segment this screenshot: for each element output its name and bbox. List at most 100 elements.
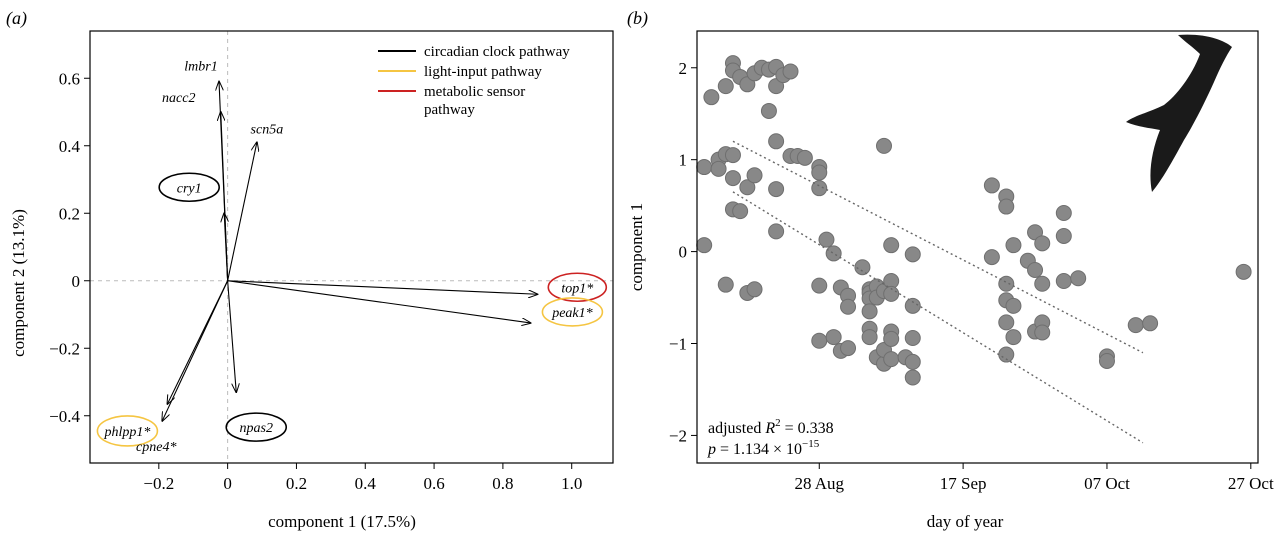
scatter-point bbox=[1098, 352, 1115, 369]
y-tick-label: 0.4 bbox=[59, 137, 81, 156]
x-tick-label: 0 bbox=[223, 474, 232, 493]
bird-silhouette-icon bbox=[1126, 34, 1232, 192]
scatter-point bbox=[746, 167, 763, 184]
y-tick-label: 1 bbox=[679, 151, 688, 170]
scatter-point bbox=[1027, 224, 1044, 241]
scatter-point bbox=[1070, 270, 1087, 287]
gene-label: nacc2 bbox=[162, 91, 195, 106]
scatter-point bbox=[796, 149, 813, 166]
x-tick-label: 27 Oct bbox=[1228, 474, 1274, 493]
x-tick-label: 28 Aug bbox=[794, 474, 844, 493]
scatter-point bbox=[768, 133, 785, 150]
scatter-point bbox=[696, 159, 713, 176]
x-tick-label: 1.0 bbox=[561, 474, 582, 493]
scatter-point bbox=[998, 275, 1015, 292]
legend-label-circadian: circadian clock pathway bbox=[424, 44, 570, 60]
x-tick-label: 0.6 bbox=[423, 474, 444, 493]
y-tick-label: 0 bbox=[72, 272, 81, 291]
scatter-point bbox=[998, 198, 1015, 215]
panel-a-biplot: (a) −0.2 0 0.2 0.4 0.6 0.8 1.0 −0.4 −0.2 0 0.2 0.4 0… bbox=[6, 8, 614, 531]
scatter-point bbox=[1034, 324, 1051, 341]
pathway-ellipse bbox=[225, 412, 288, 442]
scatter-point bbox=[746, 281, 763, 298]
gene-label: peak1* bbox=[551, 306, 592, 321]
legend-label-metabolic-line2: pathway bbox=[424, 102, 475, 118]
scatter-point bbox=[904, 353, 921, 370]
scatter-point bbox=[739, 76, 756, 93]
scatter-point bbox=[811, 332, 828, 349]
x-tick-label: −0.2 bbox=[143, 474, 174, 493]
loading-arrows: lmbr1 nacc2 scn5a cry1 top1* peak1* npas2 phlpp… bbox=[96, 60, 608, 455]
x-tick-label: 0.8 bbox=[492, 474, 513, 493]
scatter-point bbox=[768, 181, 785, 198]
scatter-point bbox=[717, 276, 734, 293]
panel-a-label: (a) bbox=[6, 8, 27, 29]
scatter-point bbox=[724, 147, 741, 164]
pathway-ellipse bbox=[547, 272, 608, 303]
pathway-ellipse bbox=[541, 297, 604, 327]
panel-b-ylabel: component 1 bbox=[627, 203, 646, 291]
scatter-point bbox=[883, 285, 900, 302]
scatter-point bbox=[724, 170, 741, 187]
scatter-point bbox=[983, 249, 1000, 266]
scatter-point bbox=[825, 329, 842, 346]
gene-label: cry1 bbox=[177, 181, 202, 196]
legend-label-light: light-input pathway bbox=[424, 64, 542, 80]
scatter-point bbox=[904, 246, 921, 263]
y-tick-label: −2 bbox=[669, 426, 687, 445]
y-tick-label: 0 bbox=[679, 243, 688, 262]
scatter-point bbox=[983, 177, 1000, 194]
scatter-point bbox=[840, 340, 857, 357]
loading-arrow-cry1 bbox=[224, 213, 227, 281]
scatter-point bbox=[1055, 227, 1072, 244]
scatter-point bbox=[883, 330, 900, 347]
x-tick-label: 07 Oct bbox=[1084, 474, 1130, 493]
scatter-points bbox=[696, 55, 1252, 386]
scatter-point bbox=[1055, 273, 1072, 290]
gene-label: lmbr1 bbox=[184, 60, 217, 75]
y-tick-label: −0.4 bbox=[49, 407, 80, 426]
scatter-point bbox=[1027, 261, 1044, 278]
scatter-point bbox=[825, 245, 842, 262]
scatter-point bbox=[998, 314, 1015, 331]
scatter-point bbox=[861, 329, 878, 346]
gene-label: phlpp1* bbox=[103, 425, 150, 440]
panel-b-scatter: (b) 28 Aug 17 Sep 07 Oct 27 Oct −2 −1 0 1 2 adju… bbox=[627, 8, 1274, 531]
scatter-point bbox=[811, 180, 828, 197]
y-tick-label: 2 bbox=[679, 59, 688, 78]
panel-b-ticks: 28 Aug 17 Sep 07 Oct 27 Oct −2 −1 0 1 2 bbox=[669, 59, 1274, 493]
scatter-point bbox=[1005, 329, 1022, 346]
y-tick-label: −0.2 bbox=[49, 339, 80, 358]
panel-a-ylabel: component 2 (13.1%) bbox=[9, 209, 28, 357]
pathway-ellipse bbox=[158, 172, 220, 203]
legend-label-metabolic: metabolic sensor bbox=[424, 84, 525, 100]
adjusted-r2-text: adjusted R2 = 0.338 bbox=[708, 417, 834, 437]
gene-label: cpne4* bbox=[136, 440, 176, 455]
scatter-point bbox=[703, 89, 720, 106]
y-tick-label: 0.6 bbox=[59, 69, 80, 88]
scatter-point bbox=[904, 297, 921, 314]
interval-lines bbox=[732, 140, 1144, 444]
loading-arrow-cpne4 bbox=[162, 280, 229, 421]
scatter-point bbox=[760, 102, 777, 119]
panel-b-xlabel: day of year bbox=[927, 512, 1004, 531]
interval-line bbox=[732, 191, 1144, 444]
panel-a-frame bbox=[89, 30, 614, 464]
panel-a-legend: circadian clock pathway light-input path… bbox=[378, 44, 570, 118]
x-tick-label: 17 Sep bbox=[940, 474, 987, 493]
panel-a-xlabel: component 1 (17.5%) bbox=[268, 512, 416, 531]
scatter-point bbox=[840, 298, 857, 315]
scatter-point bbox=[811, 277, 828, 294]
x-tick-label: 0.4 bbox=[355, 474, 377, 493]
scatter-point bbox=[811, 164, 828, 181]
panel-a-ticks: −0.2 0 0.2 0.4 0.6 0.8 1.0 −0.4 −0.2 0 0.2 0.4 0.6 bbox=[49, 69, 582, 493]
scatter-point bbox=[768, 223, 785, 240]
loading-arrow-scn5a bbox=[227, 142, 257, 281]
scatter-point bbox=[1005, 297, 1022, 314]
loading-arrow-top1 bbox=[227, 280, 538, 295]
scatter-point bbox=[854, 259, 871, 276]
scatter-point bbox=[876, 137, 892, 154]
loading-arrow-peak1 bbox=[227, 280, 531, 323]
scatter-point bbox=[717, 78, 734, 95]
